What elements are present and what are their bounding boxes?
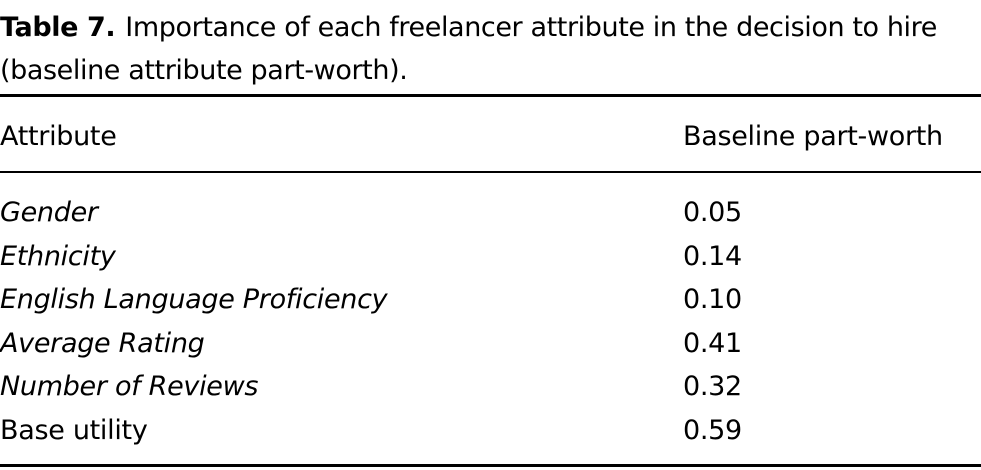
attribute-cell: Ethnicity <box>0 240 116 272</box>
attribute-cell: Number of Reviews <box>0 371 259 403</box>
value-cell: 0.05 <box>683 197 742 228</box>
attribute-cell: English Language Proficiency <box>0 284 388 316</box>
column-header: Attribute <box>0 121 117 152</box>
caption-text: Importance of each freelancer attribute … <box>0 12 937 86</box>
attribute-cell: Base utility <box>0 415 148 446</box>
top-rule <box>0 94 981 97</box>
header-rule <box>0 171 981 173</box>
attribute-cell: Gender <box>0 197 98 228</box>
value-cell: 0.32 <box>683 371 742 403</box>
bottom-rule <box>0 464 981 467</box>
value-cell: 0.41 <box>683 327 742 359</box>
caption-label: Table 7. <box>0 12 116 43</box>
value-cell: 0.14 <box>683 240 742 272</box>
attribute-cell: Average Rating <box>0 327 205 359</box>
table-caption: Table 7. Importance of each freelancer at… <box>0 6 981 92</box>
column-header: Baseline part-worth <box>683 121 943 152</box>
value-cell: 0.10 <box>683 284 742 316</box>
value-cell: 0.59 <box>683 415 742 446</box>
